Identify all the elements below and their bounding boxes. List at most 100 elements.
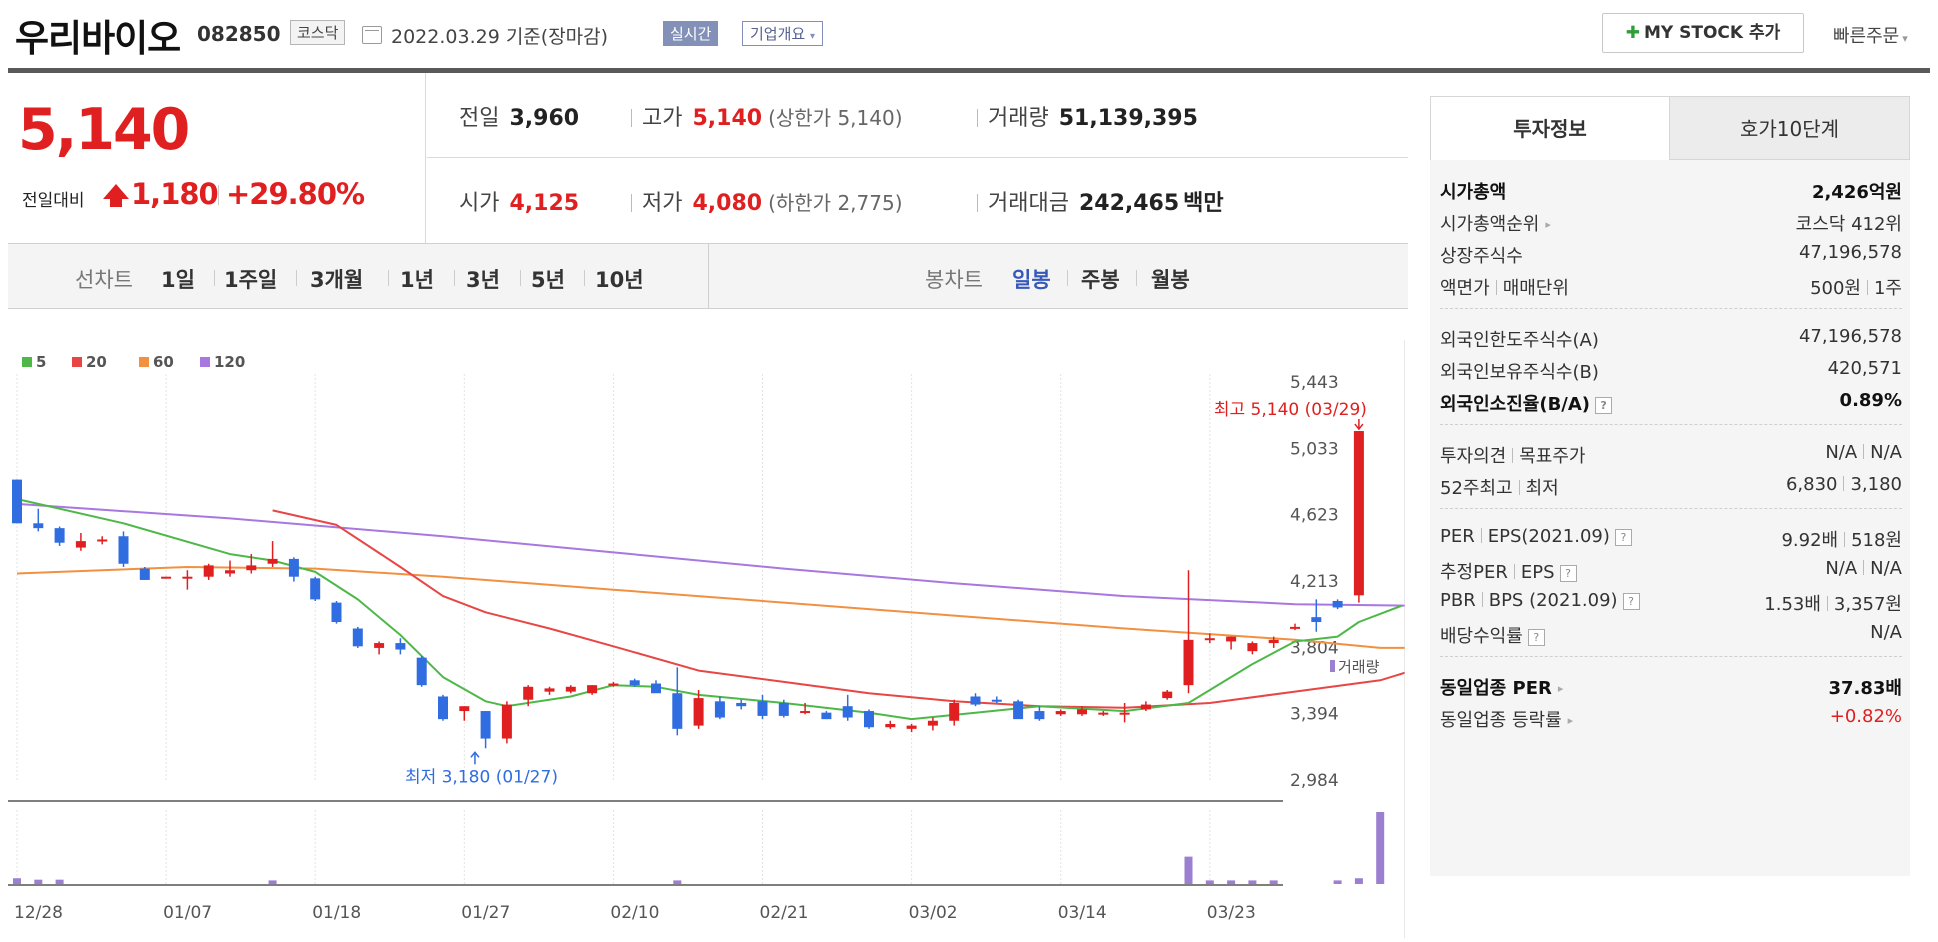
tab-1year[interactable]: 1년 xyxy=(400,268,434,292)
realtime-badge[interactable]: 실시간 xyxy=(663,21,719,46)
divider xyxy=(1518,480,1520,495)
market-badge: 코스닥 xyxy=(290,20,346,45)
candle-body xyxy=(1013,701,1024,720)
x-tick-label: 12/28 xyxy=(14,903,63,923)
info-label-text: 추정PER xyxy=(1440,562,1508,583)
info-label-text: 투자의견 xyxy=(1440,446,1507,467)
candle-body xyxy=(225,570,235,574)
info-row: 추정PER EPS? N/A N/A xyxy=(1440,554,1902,586)
info-value-text: 3,357원 xyxy=(1833,594,1902,615)
low-value: 4,080 xyxy=(692,191,763,216)
tab-1week[interactable]: 1주일 xyxy=(224,268,278,292)
candle-body xyxy=(1311,617,1322,623)
help-icon[interactable]: ? xyxy=(1559,565,1577,582)
y-tick-label: 5,443 xyxy=(1290,373,1339,393)
base-date: 2022.03.29 기준(장마감) xyxy=(391,26,609,48)
legend-swatch xyxy=(22,357,32,367)
candle-body xyxy=(1332,600,1343,608)
candle-body xyxy=(608,683,619,686)
chart-period-tabs: 선차트 1일 1주일 3개월 1년 3년 5년 10년 봉차트 일봉 주봉 월봉 xyxy=(8,243,1408,309)
trade-amount: 거래대금 242,465 백만 xyxy=(977,185,1224,217)
ma20-line xyxy=(272,509,1424,709)
candle-body xyxy=(523,686,534,700)
candle-body xyxy=(12,479,22,524)
divider xyxy=(1826,596,1828,611)
quote-row-2: 시가 4,125 저가 4,080 (하한가 2,775) 거래대금 242,465 백만 xyxy=(427,158,1408,243)
tab-daily-candle[interactable]: 일봉 xyxy=(1012,268,1051,292)
divider xyxy=(1067,270,1068,286)
candle-body xyxy=(736,702,747,707)
info-value: +0.82% xyxy=(1830,706,1902,727)
help-icon[interactable]: ? xyxy=(1595,397,1613,414)
company-overview-label: 기업개요 xyxy=(750,25,806,43)
tab-monthly-candle[interactable]: 월봉 xyxy=(1151,268,1190,292)
tab-investment-info[interactable]: 투자정보 xyxy=(1430,96,1670,160)
prev-close-value: 3,960 xyxy=(509,106,580,131)
panel-body: 시가총액 2,426억원 시가총액순위 ▸ 코스닥 412위 상장주식수 47,196,57… xyxy=(1430,160,1910,876)
help-icon[interactable]: ? xyxy=(1622,593,1640,610)
tab-order-book[interactable]: 호가10단계 xyxy=(1670,96,1910,160)
quick-order-button[interactable]: 빠른주문 xyxy=(1833,22,1908,48)
divider xyxy=(218,185,219,205)
divider xyxy=(1843,476,1845,491)
tab-3year[interactable]: 3년 xyxy=(466,268,500,292)
legend-label: 20 xyxy=(86,353,107,371)
candle-body xyxy=(416,657,427,686)
candle-body xyxy=(203,565,214,577)
volume-bar xyxy=(1184,856,1193,884)
tab-weekly-candle[interactable]: 주봉 xyxy=(1081,268,1120,292)
info-value: N/A xyxy=(1870,622,1902,643)
info-label[interactable]: 시가총액순위 ▸ xyxy=(1440,210,1551,236)
company-overview-dropdown[interactable]: 기업개요 ▾ xyxy=(742,21,824,46)
info-label[interactable]: 동일업종 PER ▸ xyxy=(1440,674,1563,700)
ma60-line xyxy=(16,566,1423,649)
volume-value: 51,139,395 xyxy=(1058,106,1198,131)
info-value: 500원 1주 xyxy=(1810,274,1902,300)
volume-bar xyxy=(1269,880,1278,884)
info-row: 외국인보유주식수(B) 420,571 xyxy=(1440,354,1902,386)
x-tick-label: 03/23 xyxy=(1207,903,1256,923)
panel-tabs: 투자정보 호가10단계 xyxy=(1430,96,1910,160)
help-icon[interactable]: ? xyxy=(1527,629,1545,646)
candle-body xyxy=(267,558,278,564)
divider xyxy=(296,270,297,286)
divider xyxy=(1844,532,1846,547)
info-row: 52주최고 최저 6,830 3,180 xyxy=(1440,470,1902,502)
y-tick-label: 4,213 xyxy=(1290,572,1339,592)
info-value: N/A N/A xyxy=(1825,558,1902,579)
candle-body xyxy=(352,628,363,647)
candle-body xyxy=(1140,704,1151,710)
high-value: 5,140 xyxy=(692,106,763,131)
candle-body xyxy=(970,696,981,705)
divider xyxy=(584,270,585,286)
info-label-text: 외국인소진율(B/A) xyxy=(1440,394,1591,415)
tab-5year[interactable]: 5년 xyxy=(531,268,565,292)
candle-body xyxy=(1162,691,1173,699)
help-icon[interactable]: ? xyxy=(1614,529,1632,546)
candle-body xyxy=(544,688,555,692)
volume-bar xyxy=(1227,880,1236,884)
y-tick-label: 5,033 xyxy=(1290,439,1339,459)
info-label-text: 52주최고 xyxy=(1440,478,1513,499)
volume-bar xyxy=(268,880,277,884)
investment-info-panel: 투자정보 호가10단계 시가총액 2,426억원 시가총액순위 ▸ 코스닥 412위 상장… xyxy=(1430,96,1910,876)
tab-3month[interactable]: 3개월 xyxy=(310,268,364,292)
candle-body xyxy=(906,725,917,729)
info-label-text: PER xyxy=(1440,526,1475,547)
info-value-text: N/A xyxy=(1825,558,1858,579)
info-row: PER EPS(2021.09)? 9.92배 518원 xyxy=(1440,522,1902,554)
add-my-stock-button[interactable]: ✚ MY STOCK 추가 xyxy=(1602,13,1804,53)
amount-value: 242,465 xyxy=(1078,191,1180,216)
info-label[interactable]: 동일업종 등락률 ▸ xyxy=(1440,706,1573,732)
tab-10year[interactable]: 10년 xyxy=(595,268,644,292)
y-tick-label: 3,394 xyxy=(1290,705,1339,725)
volume-legend-swatch xyxy=(1330,660,1335,672)
volume-bar xyxy=(673,880,682,884)
volume-legend-label: 거래량 xyxy=(1338,658,1380,676)
candle-body xyxy=(1119,712,1130,715)
tab-1day[interactable]: 1일 xyxy=(161,268,195,292)
info-row: 투자의견 목표주가 N/A N/A xyxy=(1440,438,1902,470)
candle-body xyxy=(139,568,150,580)
x-tick-label: 01/27 xyxy=(461,903,510,923)
candle-body xyxy=(75,541,86,548)
